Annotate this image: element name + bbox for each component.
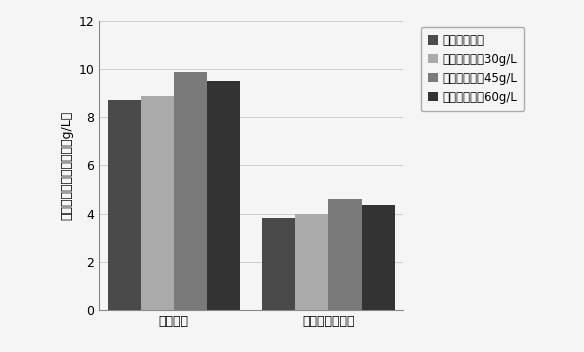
Bar	[141, 96, 174, 310]
Bar	[296, 214, 328, 310]
Bar	[207, 81, 240, 310]
Bar	[262, 218, 296, 310]
Bar	[328, 199, 361, 310]
Bar	[107, 101, 141, 310]
Bar	[174, 72, 207, 310]
Legend: 未添加紫球藻, 紫球藻添加量30g/L, 紫球藻添加量45g/L, 紫球藻添加量60g/L: 未添加紫球藻, 紫球藻添加量30g/L, 紫球藻添加量45g/L, 紫球藻添加量…	[421, 27, 524, 111]
Y-axis label: 油脂及花生四烯酸得率（g/L）: 油脂及花生四烯酸得率（g/L）	[60, 111, 73, 220]
Bar	[361, 205, 395, 310]
